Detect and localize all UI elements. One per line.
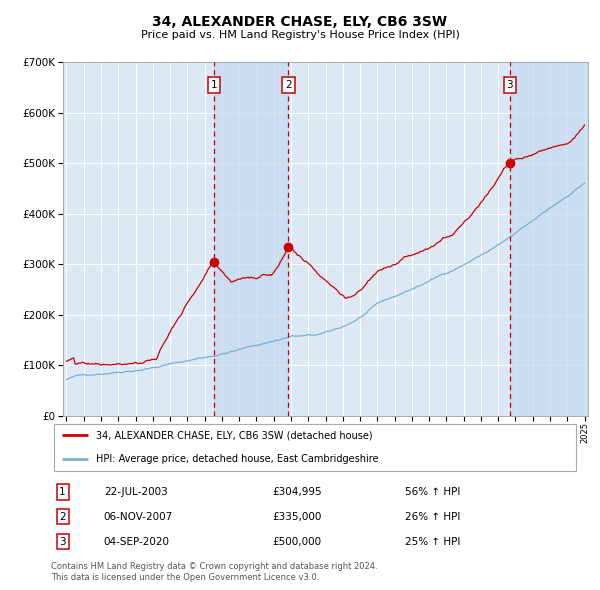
Text: Contains HM Land Registry data © Crown copyright and database right 2024.: Contains HM Land Registry data © Crown c… [51, 562, 377, 571]
Text: 2: 2 [285, 80, 292, 90]
Text: £500,000: £500,000 [273, 537, 322, 547]
Text: Price paid vs. HM Land Registry's House Price Index (HPI): Price paid vs. HM Land Registry's House … [140, 30, 460, 40]
Text: 06-NOV-2007: 06-NOV-2007 [104, 512, 173, 522]
Text: 22-JUL-2003: 22-JUL-2003 [104, 487, 167, 497]
Bar [214, 62, 289, 416]
Text: £335,000: £335,000 [273, 512, 322, 522]
Text: 3: 3 [506, 80, 513, 90]
Text: HPI: Average price, detached house, East Cambridgeshire: HPI: Average price, detached house, East… [96, 454, 379, 464]
FancyBboxPatch shape [53, 424, 577, 471]
Text: £304,995: £304,995 [273, 487, 322, 497]
Text: 1: 1 [211, 80, 217, 90]
Text: 25% ↑ HPI: 25% ↑ HPI [405, 537, 460, 547]
Text: 34, ALEXANDER CHASE, ELY, CB6 3SW (detached house): 34, ALEXANDER CHASE, ELY, CB6 3SW (detac… [96, 430, 373, 440]
Text: 04-SEP-2020: 04-SEP-2020 [104, 537, 170, 547]
Text: 2: 2 [59, 512, 66, 522]
Text: 34, ALEXANDER CHASE, ELY, CB6 3SW: 34, ALEXANDER CHASE, ELY, CB6 3SW [152, 15, 448, 29]
Text: 26% ↑ HPI: 26% ↑ HPI [405, 512, 460, 522]
Bar [510, 62, 593, 416]
Text: 1: 1 [59, 487, 66, 497]
Text: This data is licensed under the Open Government Licence v3.0.: This data is licensed under the Open Gov… [51, 573, 319, 582]
Text: 56% ↑ HPI: 56% ↑ HPI [405, 487, 460, 497]
Text: 3: 3 [59, 537, 66, 547]
